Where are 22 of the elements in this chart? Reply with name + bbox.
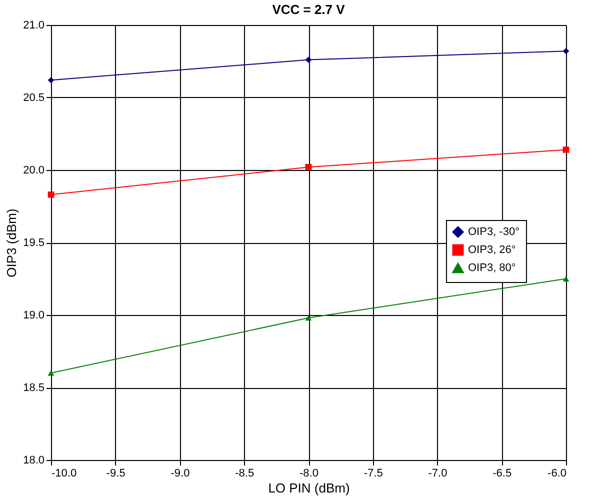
x-tick-label: -9.0 bbox=[170, 468, 190, 480]
y-tick-label: 21.0 bbox=[23, 20, 44, 32]
y-tick-label: 18.0 bbox=[23, 454, 44, 466]
x-tick-label: -10.0 bbox=[52, 468, 77, 480]
x-tick-label: -8.0 bbox=[300, 468, 318, 480]
x-tick-label: -6.5 bbox=[492, 468, 512, 480]
legend-label: OIP3, 80° bbox=[468, 262, 516, 274]
x-tick-label: -9.5 bbox=[106, 468, 126, 480]
y-tick-label: 19.0 bbox=[23, 310, 44, 322]
x-tick-label: -7.0 bbox=[428, 468, 448, 480]
legend-label: OIP3, 26° bbox=[468, 244, 516, 256]
legend-label: OIP3, -30° bbox=[468, 226, 520, 238]
x-tick-label: -8.5 bbox=[235, 468, 254, 480]
y-tick-label: 20.5 bbox=[23, 92, 44, 104]
x-tick-label: -6.0 bbox=[548, 468, 566, 480]
y-tick-label: 18.5 bbox=[23, 382, 44, 394]
y-tick-label: 20.0 bbox=[23, 164, 44, 176]
chart-title: VCC = 2.7 V bbox=[272, 2, 346, 17]
y-axis-title: OIP3 (dBm) bbox=[4, 208, 20, 278]
x-axis-title: LO PIN (dBm) bbox=[268, 480, 350, 496]
y-tick-label: 19.5 bbox=[23, 237, 44, 249]
x-tick-label: -7.5 bbox=[364, 468, 383, 480]
